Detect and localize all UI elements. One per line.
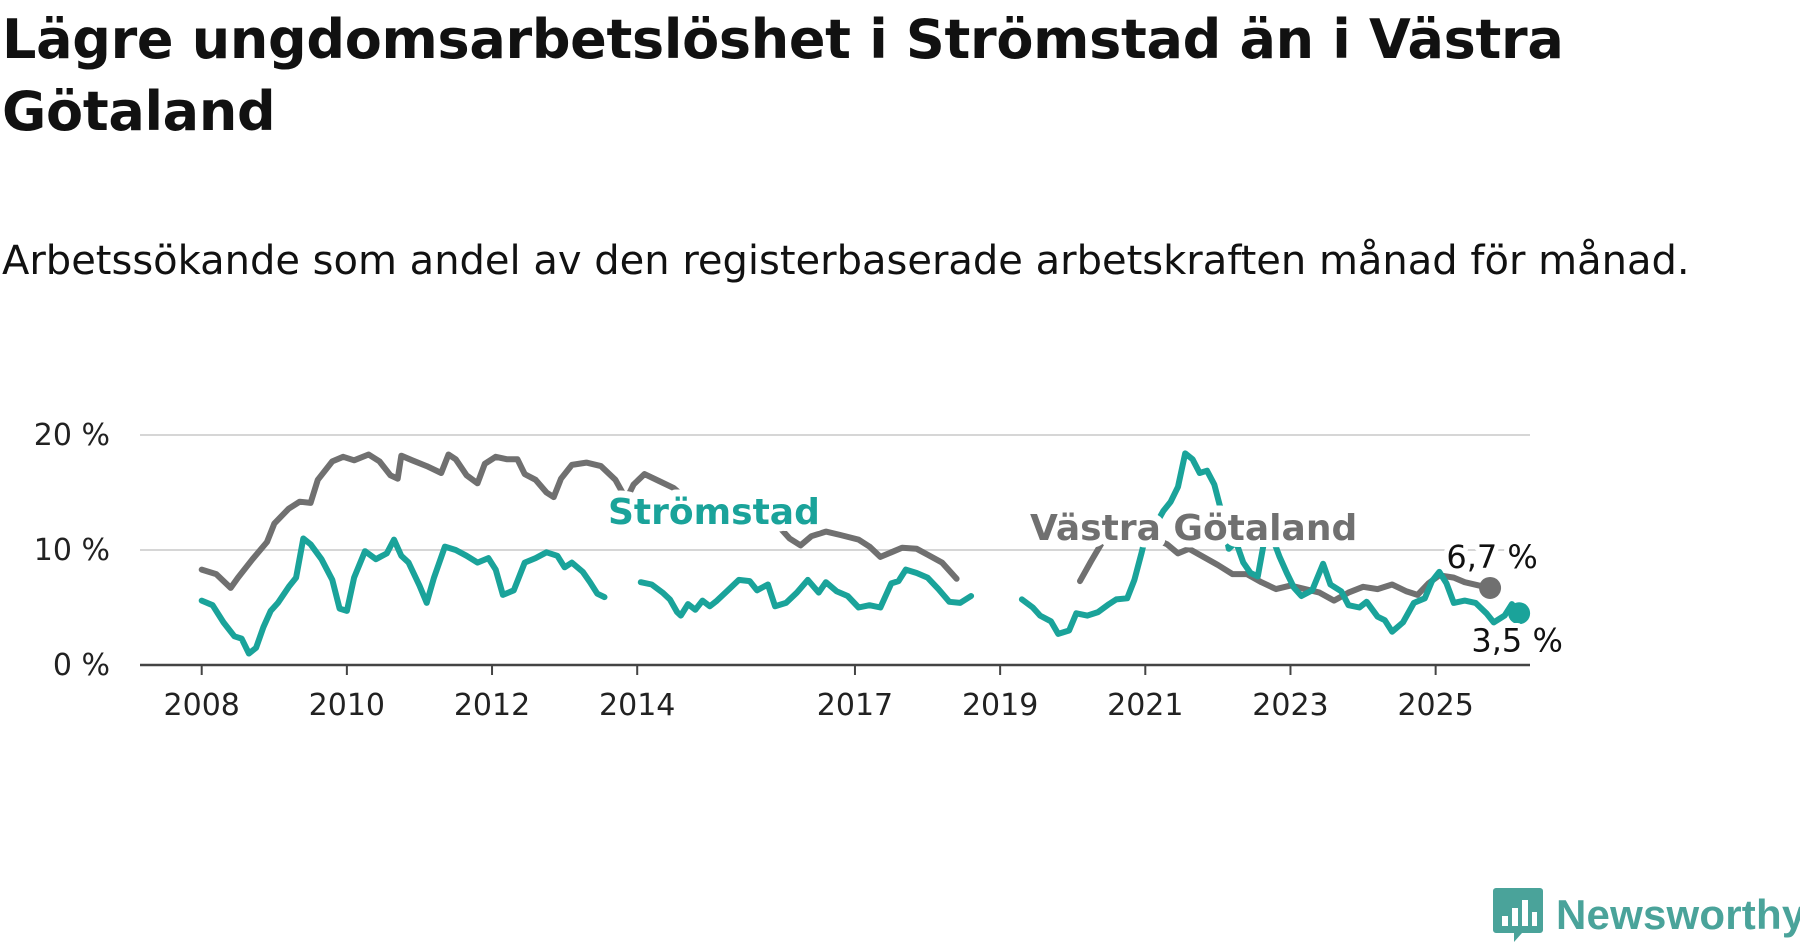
brand-name: Newsworthy: [1556, 891, 1800, 938]
x-tick-label: 2019: [962, 688, 1038, 723]
end-point-stromstad: [1508, 602, 1531, 625]
page-subtitle: Arbetssökande som andel av den registerb…: [2, 238, 1690, 284]
svg-text:6,7 %: 6,7 %: [1446, 538, 1537, 576]
end-value-vastra-gotaland: 6,7 %: [1446, 538, 1537, 576]
page-title: Lägre ungdomsarbetslöshet i Strömstad än…: [2, 8, 1564, 143]
end-value-stromstad: 3,5 %: [1471, 621, 1562, 659]
x-tick-label: 2008: [164, 688, 240, 723]
y-axis-ticks: 0 % 10 % 20 %: [34, 418, 110, 683]
line-chart: 0 % 10 % 20 % 2008 2010 2012 2014 2017 2019 2021…: [34, 418, 1568, 723]
x-tick-label: 2021: [1107, 688, 1183, 723]
x-tick-label: 2010: [309, 688, 385, 723]
y-tick-label: 20 %: [34, 418, 110, 453]
series-label-stromstad: Strömstad: [608, 492, 820, 533]
x-axis-ticks: 2008 2010 2012 2014 2017 2019 2021 2023 2025: [164, 665, 1474, 723]
svg-text:Västra Götaland: Västra Götaland: [1030, 508, 1357, 549]
end-point-vastra-gotaland: [1479, 576, 1502, 599]
x-tick-label: 2025: [1397, 688, 1473, 723]
bar-chart-speech-bubble-icon: [1493, 888, 1543, 942]
series-line-stromstad: [637, 566, 975, 619]
y-tick-label: 0 %: [53, 648, 110, 683]
x-tick-label: 2014: [599, 688, 675, 723]
svg-text:Strömstad: Strömstad: [608, 492, 820, 533]
grid-lines: [140, 434, 1530, 667]
x-tick-label: 2012: [454, 688, 530, 723]
series-line-vastra-gotaland: [198, 451, 960, 591]
series-line-vastra-gotaland: [1077, 527, 1494, 604]
series-line-stromstad: [198, 535, 608, 657]
svg-text:3,5 %: 3,5 %: [1471, 621, 1562, 659]
series-label-vastra-gotaland: Västra Götaland: [1030, 508, 1357, 549]
newsworthy-logo: Newsworthy: [1492, 886, 1800, 944]
x-tick-label: 2017: [817, 688, 893, 723]
series-lines: [198, 450, 1531, 657]
y-tick-label: 10 %: [34, 533, 110, 568]
series-line-stromstad: [1018, 450, 1523, 637]
x-tick-label: 2023: [1252, 688, 1328, 723]
